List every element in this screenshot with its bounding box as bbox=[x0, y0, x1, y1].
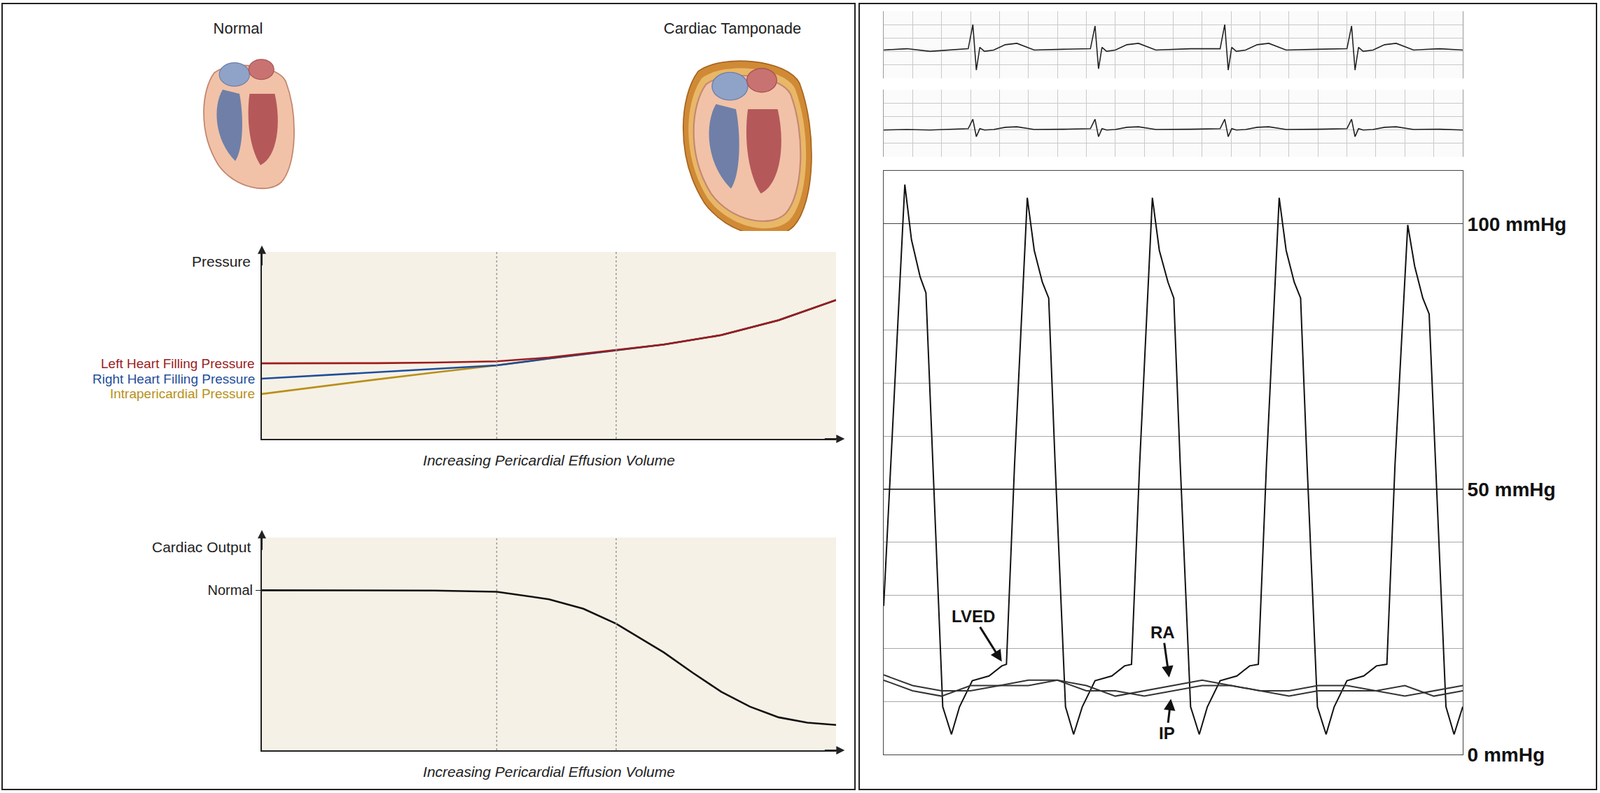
svg-text:100 mmHg: 100 mmHg bbox=[1467, 213, 1568, 236]
svg-text:Cardiac Tamponade: Cardiac Tamponade bbox=[663, 19, 802, 38]
svg-text:Normal: Normal bbox=[213, 19, 264, 38]
svg-text:RA: RA bbox=[1150, 623, 1175, 643]
svg-text:Right Heart Filling Pressure: Right Heart Filling Pressure bbox=[92, 371, 255, 387]
svg-text:50 mmHg: 50 mmHg bbox=[1467, 478, 1556, 501]
svg-text:Left Heart Filling Pressure: Left Heart Filling Pressure bbox=[100, 356, 255, 372]
svg-text:LVED: LVED bbox=[951, 607, 996, 626]
svg-text:0 mmHg: 0 mmHg bbox=[1467, 744, 1545, 767]
svg-text:Increasing Pericardial Effusio: Increasing Pericardial Effusion Volume bbox=[422, 452, 676, 469]
svg-text:IP: IP bbox=[1158, 724, 1175, 743]
svg-text:Normal: Normal bbox=[207, 582, 253, 598]
svg-text:Intrapericardial Pressure: Intrapericardial Pressure bbox=[109, 386, 255, 402]
svg-text:Cardiac Output: Cardiac Output bbox=[151, 539, 251, 556]
svg-text:Pressure: Pressure bbox=[191, 253, 251, 270]
svg-text:Increasing Pericardial Effusio: Increasing Pericardial Effusion Volume bbox=[422, 763, 676, 781]
